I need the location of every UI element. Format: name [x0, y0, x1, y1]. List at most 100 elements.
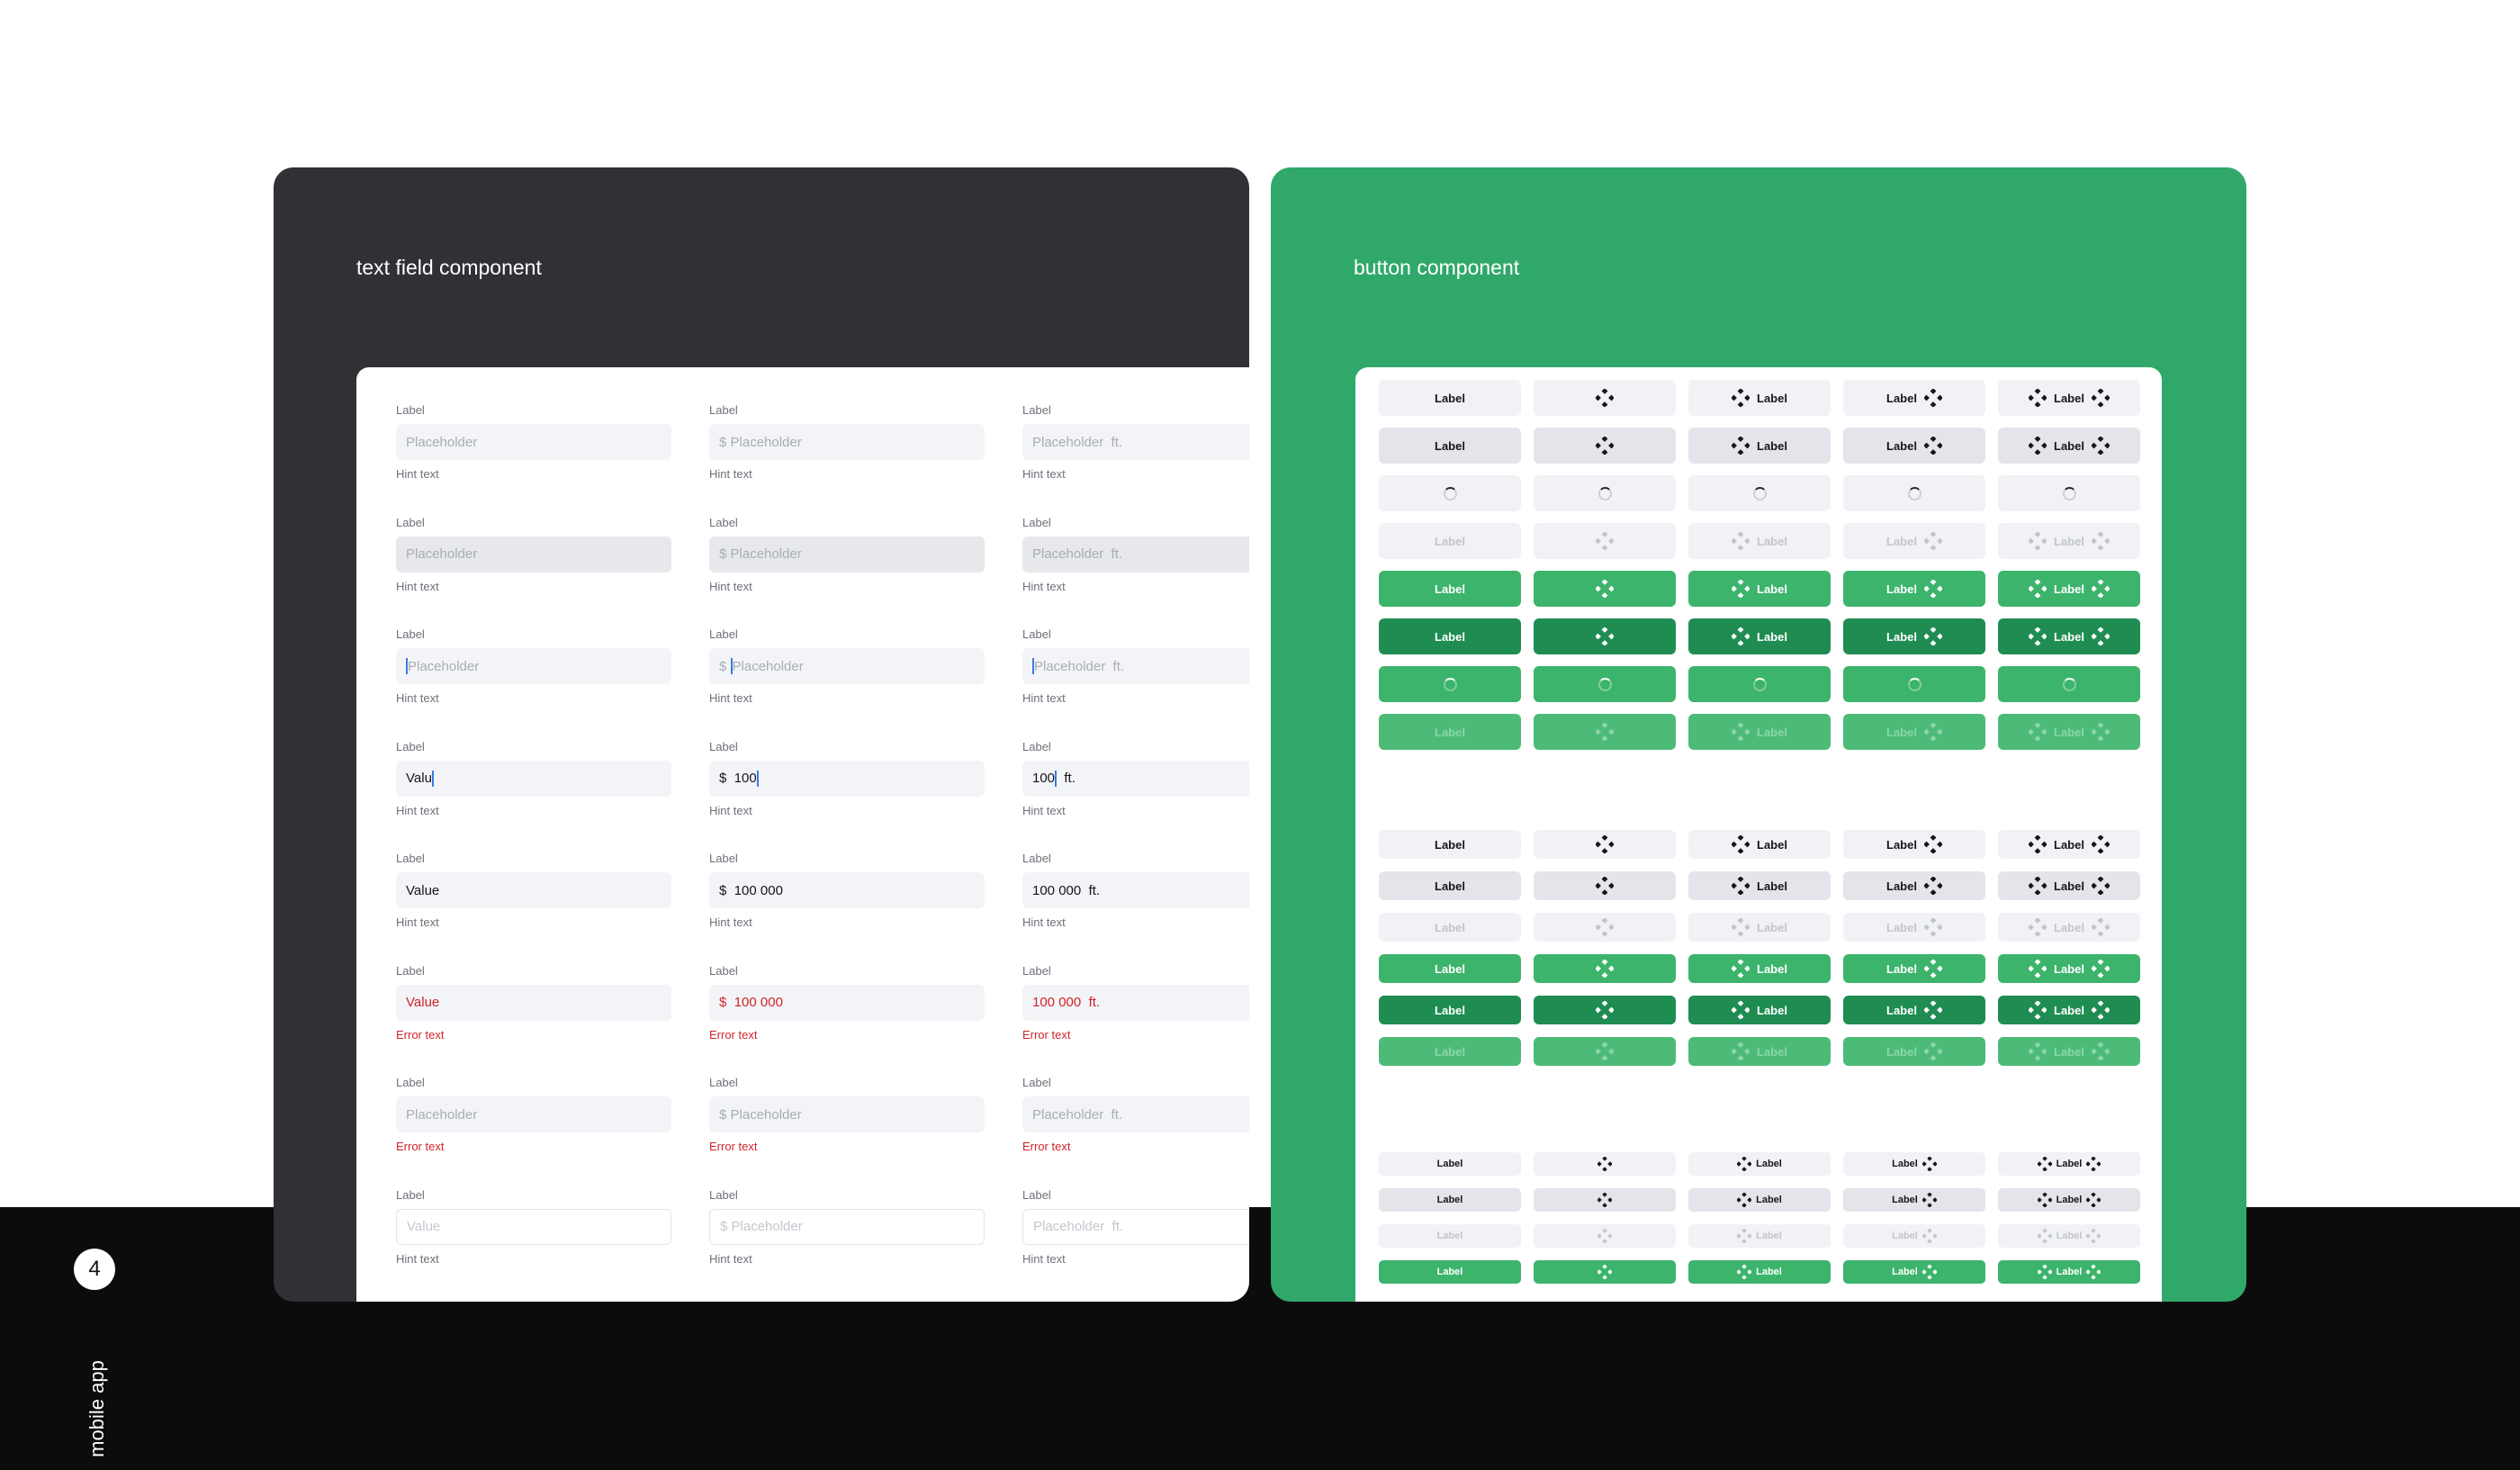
- button-gray-disabled-label-icon[interactable]: Label: [1843, 1224, 1985, 1248]
- button-green-pressed-icon-label[interactable]: Label: [1688, 618, 1831, 654]
- button-green-disabled-icon-label-icon[interactable]: Label: [1998, 714, 2140, 750]
- button-green-pressed-icon-label[interactable]: Label: [1688, 996, 1831, 1024]
- button-green-disabled-label[interactable]: Label: [1379, 714, 1521, 750]
- button-gray-disabled-label[interactable]: Label: [1379, 523, 1521, 559]
- button-gray-loading-icon[interactable]: [1534, 475, 1676, 511]
- text-field-input[interactable]: $ 100 000: [709, 872, 985, 908]
- button-gray-loading-icon-label-icon[interactable]: [1998, 475, 2140, 511]
- button-gray-hover-icon-label-icon[interactable]: Label: [1998, 871, 2140, 900]
- button-gray-default-icon-label-icon[interactable]: Label: [1998, 1152, 2140, 1176]
- button-green-default-icon[interactable]: [1534, 954, 1676, 983]
- button-gray-hover-icon-label[interactable]: Label: [1688, 1188, 1831, 1212]
- button-gray-default-icon[interactable]: [1534, 830, 1676, 859]
- button-gray-default-icon[interactable]: [1534, 380, 1676, 416]
- button-gray-disabled-label-icon[interactable]: Label: [1843, 913, 1985, 942]
- text-field-input[interactable]: $ Placeholder: [709, 1208, 985, 1245]
- text-field-input[interactable]: Placeholder: [396, 536, 671, 573]
- text-field-input[interactable]: Placeholder ft.: [1022, 1208, 1249, 1245]
- button-gray-disabled-icon-label[interactable]: Label: [1688, 1224, 1831, 1248]
- button-green-loading-label-icon[interactable]: [1843, 666, 1985, 702]
- text-field-input[interactable]: $ Placeholder: [709, 1096, 985, 1132]
- button-gray-hover-label-icon[interactable]: Label: [1843, 1188, 1985, 1212]
- button-gray-hover-label[interactable]: Label: [1379, 1188, 1521, 1212]
- button-gray-disabled-label[interactable]: Label: [1379, 1224, 1521, 1248]
- button-green-pressed-icon[interactable]: [1534, 996, 1676, 1024]
- button-gray-hover-icon[interactable]: [1534, 1188, 1676, 1212]
- button-gray-disabled-icon[interactable]: [1534, 523, 1676, 559]
- button-gray-disabled-label-icon[interactable]: Label: [1843, 523, 1985, 559]
- button-green-default-icon-label[interactable]: Label: [1688, 954, 1831, 983]
- button-green-pressed-icon-label-icon[interactable]: Label: [1998, 996, 2140, 1024]
- button-green-default-icon-label-icon[interactable]: Label: [1998, 1260, 2140, 1284]
- button-green-pressed-icon-label-icon[interactable]: Label: [1998, 618, 2140, 654]
- text-field-input[interactable]: $ Placeholder: [709, 536, 985, 573]
- button-gray-disabled-icon[interactable]: [1534, 1224, 1676, 1248]
- button-gray-hover-icon-label[interactable]: Label: [1688, 871, 1831, 900]
- text-field-input[interactable]: $ Placeholder: [709, 648, 985, 684]
- text-field-input[interactable]: 100 000 ft.: [1022, 872, 1249, 908]
- button-gray-loading-label-icon[interactable]: [1843, 475, 1985, 511]
- button-green-loading-icon[interactable]: [1534, 666, 1676, 702]
- button-gray-default-icon-label[interactable]: Label: [1688, 380, 1831, 416]
- button-gray-disabled-icon-label-icon[interactable]: Label: [1998, 1224, 2140, 1248]
- button-gray-default-label[interactable]: Label: [1379, 380, 1521, 416]
- button-green-default-label-icon[interactable]: Label: [1843, 571, 1985, 607]
- button-gray-hover-icon-label[interactable]: Label: [1688, 428, 1831, 464]
- button-green-default-label[interactable]: Label: [1379, 571, 1521, 607]
- button-green-pressed-label-icon[interactable]: Label: [1843, 618, 1985, 654]
- button-gray-disabled-icon-label[interactable]: Label: [1688, 913, 1831, 942]
- button-green-disabled-label-icon[interactable]: Label: [1843, 1037, 1985, 1066]
- button-gray-default-icon[interactable]: [1534, 1152, 1676, 1176]
- button-green-disabled-icon-label[interactable]: Label: [1688, 714, 1831, 750]
- button-gray-disabled-icon-label[interactable]: Label: [1688, 523, 1831, 559]
- text-field-input[interactable]: Value: [396, 1208, 671, 1245]
- button-gray-disabled-icon[interactable]: [1534, 913, 1676, 942]
- button-gray-default-icon-label-icon[interactable]: Label: [1998, 830, 2140, 859]
- text-field-input[interactable]: $ Placeholder: [709, 424, 985, 460]
- button-green-disabled-icon[interactable]: [1534, 1037, 1676, 1066]
- button-green-default-label[interactable]: Label: [1379, 954, 1521, 983]
- text-field-input[interactable]: Value: [396, 984, 671, 1021]
- text-field-input[interactable]: Placeholder: [396, 648, 671, 684]
- button-gray-hover-label-icon[interactable]: Label: [1843, 428, 1985, 464]
- text-field-input[interactable]: $ 100 000: [709, 984, 985, 1021]
- button-green-disabled-label-icon[interactable]: Label: [1843, 714, 1985, 750]
- button-green-default-icon[interactable]: [1534, 1260, 1676, 1284]
- button-gray-disabled-icon-label-icon[interactable]: Label: [1998, 913, 2140, 942]
- button-gray-default-icon-label-icon[interactable]: Label: [1998, 380, 2140, 416]
- button-green-pressed-label[interactable]: Label: [1379, 996, 1521, 1024]
- text-field-input[interactable]: Placeholder: [396, 1096, 671, 1132]
- button-green-disabled-label[interactable]: Label: [1379, 1037, 1521, 1066]
- button-gray-hover-label[interactable]: Label: [1379, 428, 1521, 464]
- text-field-input[interactable]: $ 100: [709, 760, 985, 797]
- button-gray-default-label[interactable]: Label: [1379, 1152, 1521, 1176]
- button-green-pressed-icon[interactable]: [1534, 618, 1676, 654]
- text-field-input[interactable]: 100 000 ft.: [1022, 984, 1249, 1021]
- button-green-default-label-icon[interactable]: Label: [1843, 1260, 1985, 1284]
- button-green-pressed-label[interactable]: Label: [1379, 618, 1521, 654]
- button-gray-hover-icon[interactable]: [1534, 428, 1676, 464]
- button-green-default-icon-label[interactable]: Label: [1688, 1260, 1831, 1284]
- button-green-default-icon-label[interactable]: Label: [1688, 571, 1831, 607]
- button-gray-default-label-icon[interactable]: Label: [1843, 1152, 1985, 1176]
- button-gray-hover-icon-label-icon[interactable]: Label: [1998, 1188, 2140, 1212]
- button-gray-loading-icon-label[interactable]: [1688, 475, 1831, 511]
- button-green-default-label-icon[interactable]: Label: [1843, 954, 1985, 983]
- button-green-pressed-label-icon[interactable]: Label: [1843, 996, 1985, 1024]
- button-gray-hover-label[interactable]: Label: [1379, 871, 1521, 900]
- button-gray-default-label-icon[interactable]: Label: [1843, 380, 1985, 416]
- text-field-input[interactable]: Placeholder ft.: [1022, 536, 1249, 573]
- button-gray-hover-icon[interactable]: [1534, 871, 1676, 900]
- button-green-disabled-icon-label[interactable]: Label: [1688, 1037, 1831, 1066]
- button-green-default-icon-label-icon[interactable]: Label: [1998, 954, 2140, 983]
- button-gray-hover-label-icon[interactable]: Label: [1843, 871, 1985, 900]
- text-field-input[interactable]: Valu: [396, 760, 671, 797]
- text-field-input[interactable]: Placeholder ft.: [1022, 1096, 1249, 1132]
- button-gray-default-icon-label[interactable]: Label: [1688, 830, 1831, 859]
- text-field-input[interactable]: 100 ft.: [1022, 760, 1249, 797]
- button-green-default-label[interactable]: Label: [1379, 1260, 1521, 1284]
- text-field-input[interactable]: Placeholder: [396, 424, 671, 460]
- text-field-input[interactable]: Placeholder ft.: [1022, 648, 1249, 684]
- button-gray-loading-label[interactable]: [1379, 475, 1521, 511]
- button-gray-default-label-icon[interactable]: Label: [1843, 830, 1985, 859]
